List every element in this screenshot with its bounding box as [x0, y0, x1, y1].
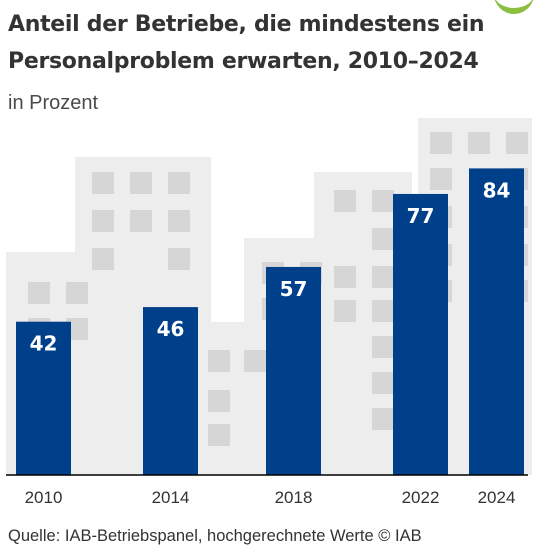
bar-2024	[469, 168, 524, 475]
building-window	[372, 266, 394, 288]
bar-value-label-2010: 42	[30, 332, 58, 356]
building-window	[372, 336, 394, 358]
bar-value-label-2024: 84	[483, 178, 511, 202]
x-tick-label-2014: 2014	[152, 488, 190, 507]
bar-2014	[143, 307, 198, 475]
building-window	[334, 266, 356, 288]
bar-2010	[16, 321, 71, 475]
building-window	[208, 350, 230, 372]
bar-value-label-2018: 57	[280, 277, 308, 301]
bar-chart: 42 46 57 77 84 2010 2014 2018 2022 2024	[6, 118, 532, 507]
logo-accent	[494, 0, 534, 14]
x-tick-labels: 2010 2014 2018 2022 2024	[25, 488, 516, 507]
x-tick-label-2018: 2018	[275, 488, 313, 507]
building-window	[372, 228, 394, 250]
building-window	[208, 390, 230, 412]
building-window	[92, 248, 114, 270]
building-window	[372, 372, 394, 394]
building-window	[92, 172, 114, 194]
building-window	[372, 300, 394, 322]
bar-value-label-2014: 46	[157, 317, 185, 341]
building-window	[372, 190, 394, 212]
building-window	[130, 210, 152, 232]
building-window	[168, 210, 190, 232]
bar-2022	[393, 193, 448, 475]
building-window	[334, 190, 356, 212]
building-window	[130, 172, 152, 194]
x-tick-label-2010: 2010	[25, 488, 63, 507]
building-window	[28, 282, 50, 304]
building-window	[66, 318, 88, 340]
building-window	[372, 408, 394, 430]
building-window	[430, 132, 452, 154]
building-window	[334, 300, 356, 322]
x-tick-label-2022: 2022	[402, 488, 440, 507]
building-window	[168, 172, 190, 194]
building-window	[244, 350, 266, 372]
building-window	[208, 424, 230, 446]
source-note: Quelle: IAB-Betriebspanel, hochgerechnet…	[8, 527, 422, 545]
building-window	[430, 168, 452, 190]
chart-title: Anteil der Betriebe, die mindestens ein …	[8, 12, 485, 74]
building-window	[66, 282, 88, 304]
building-window	[506, 132, 528, 154]
chart-subtitle: in Prozent	[8, 92, 99, 114]
building-window	[92, 210, 114, 232]
building-window	[468, 132, 490, 154]
bar-2018	[266, 266, 321, 475]
building-window	[168, 248, 190, 270]
x-tick-label-2024: 2024	[478, 488, 516, 507]
bar-value-label-2022: 77	[407, 204, 435, 228]
bars: 42 46 57 77 84	[16, 168, 524, 475]
